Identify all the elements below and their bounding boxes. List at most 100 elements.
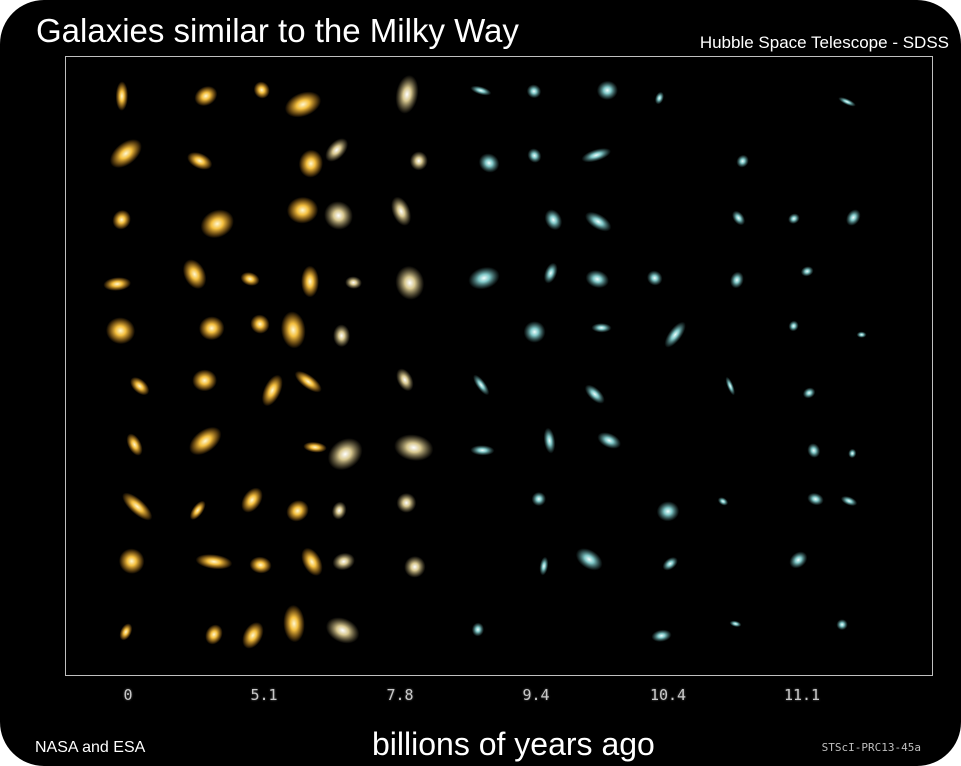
galaxy-image: [200, 209, 234, 239]
galaxy-image: [327, 438, 363, 471]
galaxy-image: [596, 80, 618, 100]
credit-top: Hubble Space Telescope - SDSS: [699, 33, 949, 52]
galaxy-image: [788, 320, 799, 332]
galaxy-field: [103, 75, 867, 649]
x-tick-label: 9.4: [522, 686, 550, 704]
credit-bottom-left: NASA and ESA: [35, 739, 146, 756]
galaxy-image: [109, 139, 142, 168]
galaxy-image: [333, 324, 351, 348]
galaxy-image: [298, 149, 323, 178]
galaxy-image: [391, 196, 412, 226]
galaxy-image: [789, 551, 808, 569]
galaxy-image: [478, 153, 500, 173]
galaxy-image: [280, 311, 306, 349]
galaxy-image: [585, 270, 609, 289]
galaxy-image: [187, 152, 213, 170]
galaxy-image: [284, 91, 322, 118]
galaxy-image: [732, 210, 746, 226]
galaxy-image: [468, 266, 500, 290]
galaxy-image: [597, 432, 621, 449]
galaxy-image: [198, 316, 225, 341]
galaxy-image: [395, 265, 425, 300]
galaxy-image: [286, 500, 309, 522]
galaxy-image: [396, 368, 414, 392]
galaxy-image: [345, 276, 362, 289]
galaxy-image: [325, 138, 349, 162]
galaxy-image: [115, 81, 129, 111]
galaxy-image: [717, 497, 729, 506]
galaxy-image: [539, 556, 549, 576]
galaxy-image: [118, 548, 145, 574]
galaxy-image: [250, 314, 270, 334]
x-tick-label: 10.4: [649, 686, 687, 704]
galaxy-image: [788, 213, 800, 224]
galaxy-image: [584, 384, 605, 404]
galaxy-image: [662, 556, 678, 571]
galaxy-image: [303, 441, 327, 453]
galaxy-image: [736, 154, 749, 168]
galaxy-image: [332, 552, 355, 571]
galaxy-image: [840, 495, 858, 507]
galaxy-image: [730, 271, 744, 289]
galaxy-image: [294, 370, 322, 393]
galaxy-image: [470, 445, 495, 456]
galaxy-image: [195, 554, 233, 570]
galaxy-image: [324, 201, 353, 230]
galaxy-image: [301, 265, 319, 298]
x-tick-label: 0: [123, 686, 133, 704]
galaxy-image: [581, 148, 611, 163]
galaxy-image: [856, 331, 867, 338]
galaxy-image: [544, 209, 563, 231]
galaxy-image: [527, 148, 542, 163]
galaxy-image: [729, 620, 742, 628]
galaxy-image: [122, 492, 153, 521]
galaxy-image: [543, 427, 556, 454]
galaxy-image: [838, 97, 856, 107]
galaxy-image: [249, 556, 272, 574]
galaxy-image: [241, 487, 263, 513]
galaxy-image: [182, 259, 207, 290]
galaxy-image: [591, 323, 612, 333]
galaxy-image: [194, 85, 218, 107]
x-axis-ticks: 0 5.1 7.8 9.4 10.4 11.1: [65, 688, 933, 712]
galaxy-image: [112, 209, 131, 230]
galaxy-image: [575, 548, 603, 571]
galaxy-image: [205, 624, 223, 645]
galaxy-image: [409, 151, 428, 171]
x-tick-label: 11.1: [783, 686, 821, 704]
galaxy-image: [253, 81, 270, 99]
x-tick-label: 5.1: [250, 686, 278, 704]
galaxy-image: [848, 448, 857, 459]
galaxy-image: [119, 623, 133, 641]
galaxy-image: [331, 501, 347, 520]
galaxy-image: [261, 374, 283, 407]
galaxy-image: [301, 547, 323, 576]
galaxy-image: [126, 433, 143, 456]
galaxy-image: [283, 604, 305, 643]
galaxy-image: [800, 266, 814, 277]
galaxy-image: [404, 556, 426, 578]
galaxy-image: [836, 619, 848, 631]
galaxy-image: [526, 84, 542, 99]
x-axis-label: billions of years ago: [372, 726, 655, 762]
galaxy-image: [654, 91, 664, 105]
x-tick-label: 7.8: [386, 686, 414, 704]
galaxy-image: [286, 196, 319, 224]
galaxy-grid-image: [65, 56, 933, 676]
galaxy-image: [807, 443, 821, 458]
galaxy-image: [103, 277, 132, 291]
galaxy-image: [470, 85, 492, 96]
galaxy-image: [189, 426, 222, 456]
slide-title: Galaxies similar to the Milky Way: [36, 12, 519, 49]
galaxy-image: [395, 75, 419, 114]
galaxy-image: [471, 622, 484, 637]
galaxy-image: [651, 629, 672, 642]
galaxy-image: [846, 209, 861, 226]
galaxy-image: [473, 374, 490, 396]
galaxy-image: [396, 493, 417, 513]
galaxy-image: [543, 262, 558, 284]
galaxy-image: [189, 500, 206, 520]
galaxy-image: [192, 369, 217, 392]
galaxy-image: [240, 272, 260, 286]
